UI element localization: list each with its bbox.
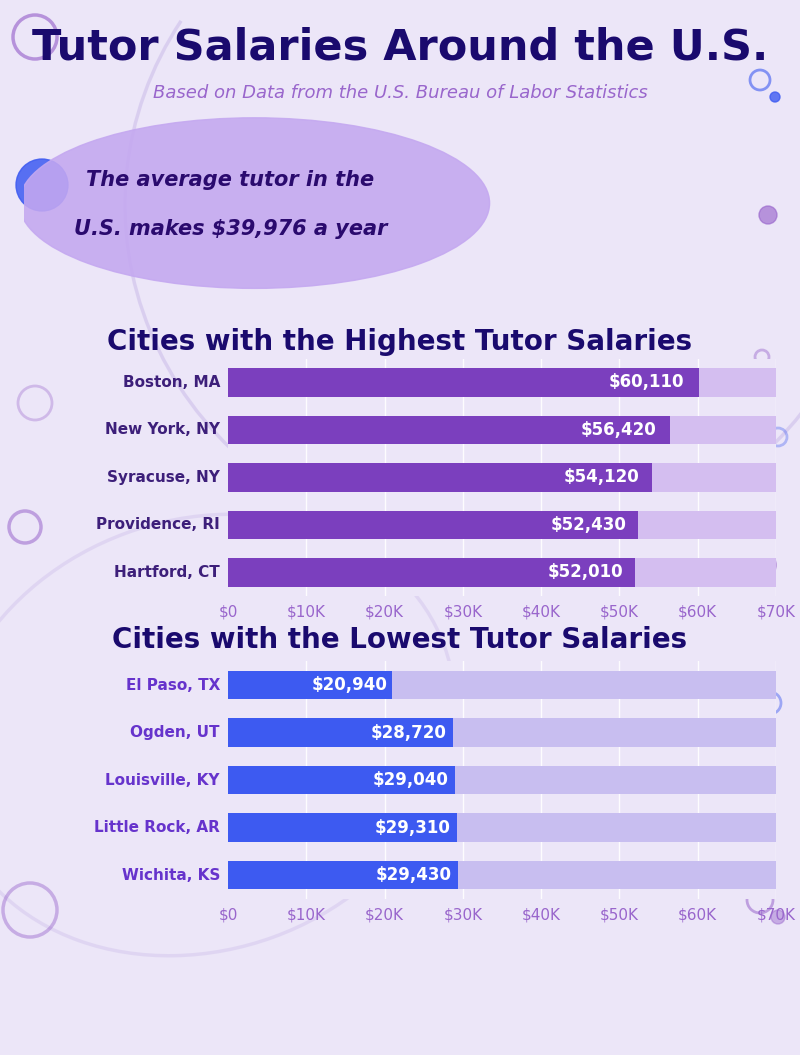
- Text: Wichita, KS: Wichita, KS: [122, 867, 220, 883]
- Bar: [228, 558, 635, 587]
- Text: $28,720: $28,720: [370, 724, 446, 742]
- Text: Hartford, CT: Hartford, CT: [114, 564, 220, 580]
- Text: El Paso, TX: El Paso, TX: [126, 677, 220, 693]
- Circle shape: [744, 549, 776, 581]
- Text: Little Rock, AR: Little Rock, AR: [94, 820, 220, 836]
- Text: Louisville, KY: Louisville, KY: [106, 772, 220, 788]
- Text: $29,040: $29,040: [373, 771, 449, 789]
- Text: Boston, MA: Boston, MA: [122, 375, 220, 390]
- Bar: [228, 813, 776, 842]
- Bar: [228, 416, 670, 444]
- Text: Based on Data from the U.S. Bureau of Labor Statistics: Based on Data from the U.S. Bureau of La…: [153, 83, 647, 102]
- Bar: [228, 861, 458, 889]
- Text: $54,120: $54,120: [563, 468, 639, 486]
- Bar: [228, 813, 458, 842]
- Bar: [228, 766, 455, 794]
- Text: New York, NY: New York, NY: [105, 422, 220, 438]
- Bar: [228, 558, 776, 587]
- Text: Ogden, UT: Ogden, UT: [130, 725, 220, 741]
- Text: $52,430: $52,430: [550, 516, 626, 534]
- Text: $52,010: $52,010: [547, 563, 623, 581]
- Circle shape: [771, 910, 785, 924]
- Text: Tutor Salaries Around the U.S.: Tutor Salaries Around the U.S.: [32, 26, 768, 69]
- Bar: [228, 368, 698, 397]
- Bar: [228, 671, 776, 699]
- Text: $29,310: $29,310: [374, 819, 450, 837]
- Circle shape: [16, 159, 68, 211]
- Text: $56,420: $56,420: [581, 421, 657, 439]
- Ellipse shape: [19, 118, 490, 288]
- Text: The average tutor in the: The average tutor in the: [86, 171, 374, 191]
- Bar: [228, 718, 776, 747]
- Text: Cities with the Highest Tutor Salaries: Cities with the Highest Tutor Salaries: [107, 328, 693, 356]
- Circle shape: [759, 206, 777, 224]
- Bar: [228, 861, 776, 889]
- Text: Cities with the Lowest Tutor Salaries: Cities with the Lowest Tutor Salaries: [113, 627, 687, 654]
- Bar: [228, 671, 392, 699]
- Text: $60,110: $60,110: [609, 373, 685, 391]
- Circle shape: [770, 92, 780, 102]
- Bar: [228, 511, 638, 539]
- Bar: [228, 463, 776, 492]
- Text: U.S. makes $39,976 a year: U.S. makes $39,976 a year: [74, 219, 387, 239]
- Bar: [228, 511, 776, 539]
- Text: Providence, RI: Providence, RI: [96, 517, 220, 533]
- Text: Syracuse, NY: Syracuse, NY: [107, 469, 220, 485]
- Text: $29,430: $29,430: [375, 866, 451, 884]
- Bar: [228, 766, 776, 794]
- Bar: [228, 463, 652, 492]
- Bar: [228, 718, 453, 747]
- Bar: [228, 368, 776, 397]
- Text: $20,940: $20,940: [311, 676, 387, 694]
- Bar: [228, 416, 776, 444]
